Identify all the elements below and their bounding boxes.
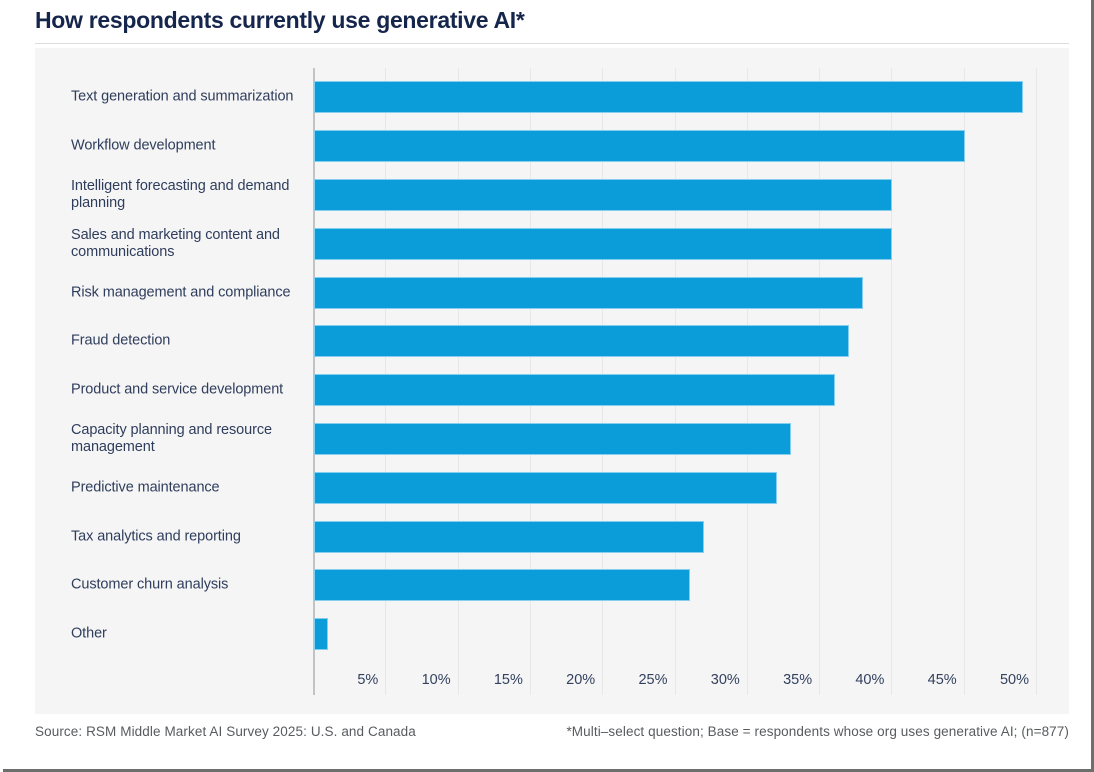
x-tick-label: 50%	[999, 672, 1029, 688]
bar-row: Workflow development	[35, 122, 1069, 171]
x-tick-label: 20%	[566, 672, 596, 688]
chart-title: How respondents currently use generative…	[35, 7, 525, 33]
category-label: Tax analytics and reporting	[71, 528, 241, 545]
category-label: Other	[71, 625, 107, 642]
title-divider	[35, 43, 1069, 44]
bar-row: Sales and marketing content and communic…	[35, 219, 1069, 268]
x-tick-label: 30%	[710, 672, 740, 688]
bar	[314, 618, 329, 651]
x-tick-label: 45%	[927, 672, 957, 688]
bar	[314, 130, 965, 163]
bar	[314, 520, 705, 553]
bar-row: Other	[35, 610, 1069, 659]
bar-row: Tax analytics and reporting	[35, 512, 1069, 561]
category-label: Risk management and compliance	[71, 284, 291, 301]
bar	[314, 471, 777, 504]
bar	[314, 178, 893, 211]
bar-row: Intelligent forecasting and demand plann…	[35, 171, 1069, 220]
source-note: Source: RSM Middle Market AI Survey 2025…	[35, 724, 416, 739]
category-label: Capacity planning and resource managemen…	[71, 421, 272, 455]
bar	[314, 325, 850, 358]
bar	[314, 81, 1023, 114]
x-tick-label: 5%	[357, 672, 379, 688]
category-label: Product and service development	[71, 381, 284, 398]
bar	[314, 422, 792, 455]
bar	[314, 374, 835, 407]
bar-row: Text generation and summarization	[35, 73, 1069, 122]
category-label: Workflow development	[71, 137, 216, 154]
window-edge-right	[1091, 0, 1094, 772]
bar-row: Product and service development	[35, 366, 1069, 415]
gridline	[1036, 68, 1037, 695]
bar-row: Risk management and compliance	[35, 268, 1069, 317]
category-label: Customer churn analysis	[71, 576, 229, 593]
category-label: Intelligent forecasting and demand plann…	[71, 177, 290, 211]
chart-panel: Text generation and summarization Workflo…	[35, 48, 1069, 714]
category-label: Fraud detection	[71, 332, 171, 349]
x-tick-label: 35%	[783, 672, 813, 688]
bar	[314, 276, 864, 309]
gridline	[891, 68, 893, 695]
x-tick-label: 10%	[421, 672, 451, 688]
x-tick-label: 25%	[638, 672, 668, 688]
gridline	[963, 68, 965, 695]
bar-row: Capacity planning and resource managemen…	[35, 415, 1069, 464]
bar-row: Customer churn analysis	[35, 561, 1069, 610]
method-note: *Multi–select question; Base = responden…	[566, 724, 1069, 739]
bar-row: Predictive maintenance	[35, 463, 1069, 512]
bar-rows: Text generation and summarization Workflo…	[35, 73, 1069, 659]
bar	[314, 227, 893, 260]
x-tick-label: 40%	[855, 672, 885, 688]
category-label: Sales and marketing content and communic…	[71, 226, 280, 260]
window-edge-bottom	[3, 769, 1094, 772]
bar-row: Fraud detection	[35, 317, 1069, 366]
category-label: Text generation and summarization	[71, 88, 294, 105]
category-label: Predictive maintenance	[71, 479, 220, 496]
bar	[314, 569, 690, 602]
x-tick-label: 15%	[493, 672, 523, 688]
